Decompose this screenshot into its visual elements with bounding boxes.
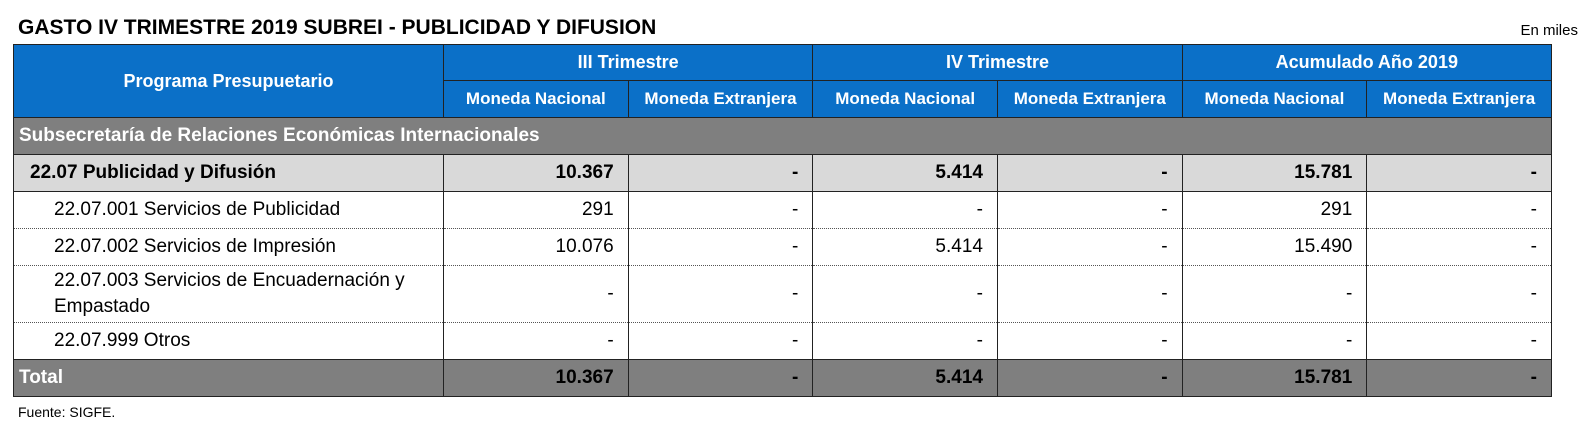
header-row-currency: Moneda Nacional Moneda Extranjera Moneda… [14,80,1552,118]
row-label: 22.07.999 Otros [13,322,444,360]
table-row: 22.07.003 Servicios de Encuadernación y … [13,265,1552,323]
row-label: 22.07 Publicidad y Difusión [13,154,444,192]
cell-q3-foreign: - [627,191,814,229]
cell-ytd-foreign: - [1366,228,1552,266]
column-header-q3-national: Moneda Nacional [443,80,629,118]
column-header-program: Programa Presupuetario [13,44,444,118]
cell-q3-national: 10.367 [443,154,629,192]
cell-ytd-national: - [1181,265,1368,323]
cell-q3-national: 10.076 [443,228,629,266]
cell-q4-foreign: - [996,154,1183,192]
cell-q3-foreign: - [627,322,814,360]
row-label: Total [13,359,444,397]
cell-ytd-foreign: - [1366,191,1552,229]
row-label: 22.07.001 Servicios de Publicidad [13,191,444,229]
cell-q4-foreign: - [996,228,1183,266]
report-title: GASTO IV TRIMESTRE 2019 SUBREI - PUBLICI… [18,16,657,39]
table-row: 22.07.002 Servicios de Impresión 10.076 … [13,228,1552,266]
source-note: Fuente: SIGFE. [18,404,116,420]
cell-q4-foreign: - [996,191,1183,229]
cell-ytd-foreign: - [1366,322,1552,360]
cell-q3-foreign: - [627,228,814,266]
total-row: Total 10.367 - 5.414 - 15.781 - [13,359,1552,397]
column-group-ytd: Acumulado Año 2019 [1181,44,1552,81]
cell-q4-foreign: - [996,322,1183,360]
cell-q4-foreign: - [996,265,1183,323]
cell-q3-national: - [443,265,629,323]
cell-q4-national: - [812,322,998,360]
subtotal-row: 22.07 Publicidad y Difusión 10.367 - 5.4… [13,154,1552,192]
unit-note: En miles [1520,22,1578,39]
section-label: Subsecretaría de Relaciones Económicas I… [13,117,1552,155]
cell-q4-national: - [812,265,998,323]
cell-ytd-foreign: - [1366,154,1552,192]
cell-q4-foreign: - [996,359,1183,397]
table-row: 22.07.001 Servicios de Publicidad 291 - … [13,191,1552,229]
cell-ytd-foreign: - [1366,265,1552,323]
column-group-q3: III Trimestre [442,44,814,81]
cell-q3-national: 10.367 [443,359,629,397]
section-row: Subsecretaría de Relaciones Económicas I… [13,117,1552,155]
cell-q4-national: 5.414 [812,359,998,397]
cell-ytd-national: - [1181,322,1368,360]
cell-q4-national: 5.414 [812,154,998,192]
cell-q3-foreign: - [627,359,814,397]
cell-ytd-foreign: - [1366,359,1552,397]
column-header-q3-foreign: Moneda Extranjera [627,80,814,118]
column-header-q4-foreign: Moneda Extranjera [996,80,1183,118]
column-header-q4-national: Moneda Nacional [812,80,998,118]
cell-q3-national: - [443,322,629,360]
cell-q3-foreign: - [627,265,814,323]
row-label: 22.07.003 Servicios de Encuadernación y … [13,265,444,323]
column-header-ytd-national: Moneda Nacional [1181,80,1368,118]
header-row-groups: Programa Presupuetario III Trimestre IV … [13,44,1552,118]
row-label: 22.07.002 Servicios de Impresión [13,228,444,266]
column-group-q4: IV Trimestre [812,44,1183,81]
budget-table: Programa Presupuetario III Trimestre IV … [13,44,1552,397]
cell-q3-national: 291 [443,191,629,229]
cell-ytd-national: 291 [1181,191,1368,229]
cell-ytd-national: 15.781 [1181,359,1368,397]
cell-q4-national: 5.414 [812,228,998,266]
column-header-ytd-foreign: Moneda Extranjera [1366,80,1552,118]
cell-q4-national: - [812,191,998,229]
cell-ytd-national: 15.781 [1181,154,1368,192]
cell-q3-foreign: - [627,154,814,192]
cell-ytd-national: 15.490 [1181,228,1368,266]
table-row: 22.07.999 Otros - - - - - - [13,322,1552,360]
